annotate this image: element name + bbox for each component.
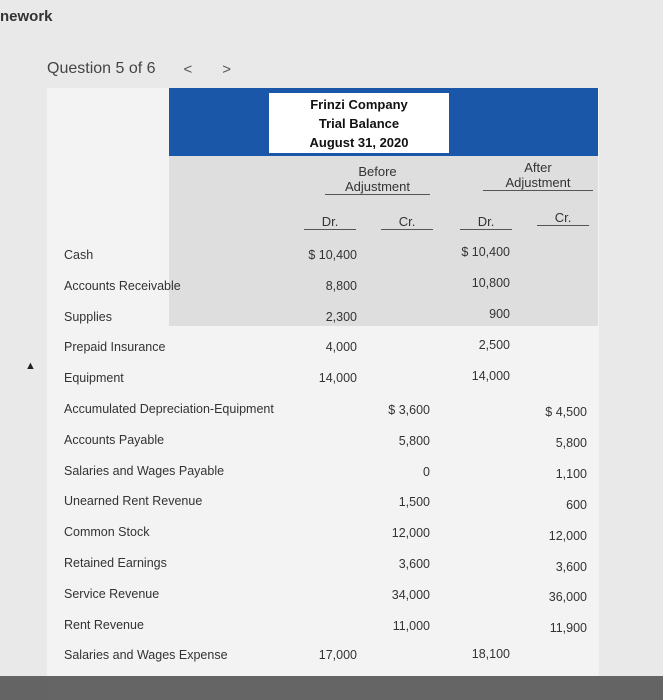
column-header-area (169, 156, 598, 326)
report-name: Trial Balance (318, 116, 400, 131)
amount-a-cr: 36,000 (548, 590, 587, 605)
amount-b-dr: 14,000 (318, 371, 357, 386)
chevron-left-icon[interactable]: < (183, 60, 193, 78)
amount-a-dr: 900 (489, 306, 510, 321)
question-nav: Question 5 of 6 < > (47, 60, 231, 78)
before-dr-heading: Dr. (304, 214, 356, 230)
amount-a-dr: $ 10,400 (461, 245, 510, 259)
company-name: Frinzi Company (310, 97, 408, 112)
account-label: Service Revenue (64, 586, 160, 601)
after-adjustment-heading: After Adjustment (483, 160, 593, 191)
report-date: August 31, 2020 (309, 135, 409, 150)
account-label: Equipment (64, 371, 124, 386)
account-label: Accounts Receivable (64, 278, 181, 293)
chevron-right-icon[interactable]: > (222, 60, 232, 78)
account-label: Prepaid Insurance (64, 340, 166, 355)
amount-a-dr: 18,100 (471, 647, 510, 662)
question-label: Question 5 of 6 (47, 60, 156, 77)
account-label: Salaries and Wages Expense (64, 648, 228, 663)
amount-b-cr: 11,000 (392, 618, 430, 633)
account-label: Accumulated Depreciation-Equipment (64, 402, 274, 416)
after-dr-heading: Dr. (460, 214, 512, 230)
amount-a-cr: 5,800 (555, 435, 587, 450)
account-label: Supplies (64, 309, 112, 324)
amount-b-cr: $ 3,600 (388, 403, 430, 417)
amount-b-dr: 4,000 (325, 340, 357, 355)
amount-a-cr: 11,900 (549, 621, 587, 636)
trial-balance-panel: Frinzi Company Trial Balance August 31, … (47, 88, 599, 700)
amount-b-cr: 1,500 (398, 495, 430, 510)
account-label: Cash (64, 248, 94, 262)
amount-a-dr: 2,500 (478, 337, 510, 352)
amount-a-dr: 10,800 (471, 275, 510, 290)
amount-a-cr: 1,100 (555, 466, 587, 481)
amount-b-dr: 17,000 (318, 648, 357, 663)
blurred-footer (0, 676, 663, 700)
account-label: Retained Earnings (64, 556, 167, 570)
amount-b-cr: 0 (423, 464, 430, 479)
amount-b-dr: $ 10,400 (308, 248, 357, 262)
amount-a-cr: 600 (566, 497, 587, 512)
amount-a-cr: $ 4,500 (545, 404, 587, 419)
after-cr-heading: Cr. (537, 210, 589, 226)
account-label: Common Stock (64, 525, 150, 540)
amount-a-cr: 3,600 (555, 559, 587, 574)
before-adjustment-heading: Before Adjustment (325, 164, 430, 195)
page-header-title: nework (0, 8, 53, 25)
before-cr-heading: Cr. (381, 214, 433, 230)
amount-b-cr: 3,600 (398, 557, 430, 571)
account-label: Rent Revenue (64, 617, 144, 632)
amount-b-dr: 2,300 (325, 309, 357, 324)
account-label: Accounts Payable (64, 432, 165, 447)
amount-a-cr: 12,000 (548, 528, 587, 543)
account-label: Unearned Rent Revenue (64, 494, 203, 509)
trial-balance-title-box: Frinzi Company Trial Balance August 31, … (269, 93, 449, 153)
amount-b-cr: 12,000 (391, 526, 430, 541)
account-label: Salaries and Wages Payable (64, 463, 225, 478)
amount-b-dr: 8,800 (325, 278, 357, 293)
amount-a-dr: 14,000 (471, 368, 510, 383)
mouse-cursor-icon: ▲ (25, 360, 36, 372)
amount-b-cr: 5,800 (398, 433, 430, 448)
amount-b-cr: 34,000 (391, 587, 430, 602)
